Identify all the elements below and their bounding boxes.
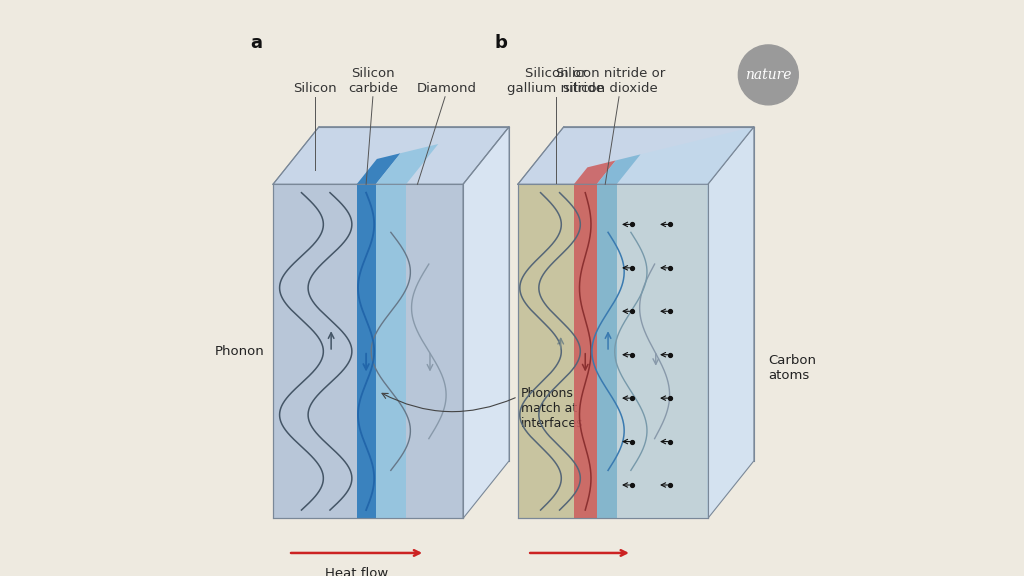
Polygon shape [616, 127, 754, 184]
Polygon shape [518, 127, 754, 184]
Polygon shape [463, 127, 509, 518]
Polygon shape [597, 154, 641, 184]
Polygon shape [573, 184, 597, 518]
Text: nature: nature [745, 68, 792, 82]
Circle shape [738, 45, 799, 105]
Text: Silicon: Silicon [293, 82, 337, 95]
Text: Carbon
atoms: Carbon atoms [768, 354, 816, 382]
Text: Diamond: Diamond [417, 82, 476, 95]
Polygon shape [616, 184, 708, 518]
Polygon shape [518, 184, 708, 518]
Text: Silicon
carbide: Silicon carbide [348, 67, 398, 95]
Text: Heat flow: Heat flow [325, 567, 388, 576]
Polygon shape [356, 153, 400, 184]
Polygon shape [273, 184, 463, 518]
Text: Silicon or
gallium nitride: Silicon or gallium nitride [507, 67, 604, 95]
Text: Phonons
match at
interfaces: Phonons match at interfaces [520, 386, 584, 430]
Polygon shape [597, 184, 616, 518]
Polygon shape [573, 161, 615, 184]
Polygon shape [376, 144, 438, 184]
Polygon shape [273, 127, 509, 184]
Text: Phonon: Phonon [215, 345, 264, 358]
Text: b: b [495, 34, 508, 52]
Polygon shape [356, 184, 376, 518]
Polygon shape [708, 127, 754, 518]
Text: a: a [250, 34, 262, 52]
Polygon shape [376, 184, 406, 518]
Text: Silicon nitride or
silicon dioxide: Silicon nitride or silicon dioxide [556, 67, 666, 95]
